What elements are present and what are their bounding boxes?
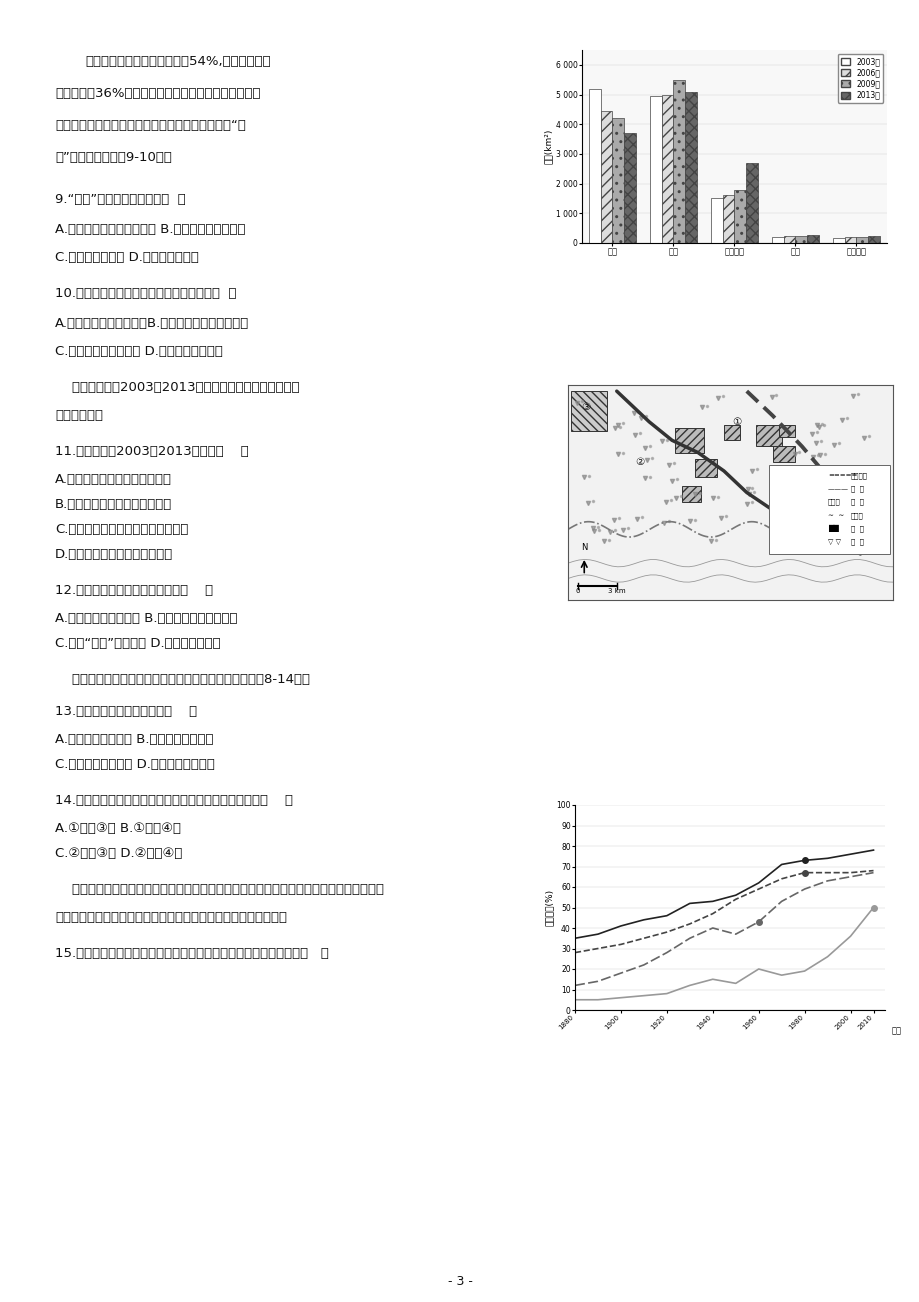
- Bar: [745, 163, 757, 243]
- Bar: [722, 195, 733, 243]
- Bar: [772, 447, 795, 462]
- Text: ▽ ▽: ▽ ▽: [827, 539, 840, 544]
- Text: 12.该市建设用地的变化可能导致（    ）: 12.该市建设用地的变化可能导致（ ）: [55, 585, 213, 598]
- Bar: [833, 238, 844, 243]
- Text: C.产业转移的影响 D.交通条件的改善: C.产业转移的影响 D.交通条件的改善: [55, 251, 199, 264]
- Text: A.①处和③处 B.①处和④处: A.①处和③处 B.①处和④处: [55, 822, 181, 835]
- Bar: [675, 428, 704, 453]
- Text: 林  地: 林 地: [850, 538, 863, 546]
- Bar: [685, 91, 696, 243]
- Y-axis label: 城镇化率(%): 城镇化率(%): [544, 889, 553, 926]
- Bar: [661, 95, 673, 243]
- Text: C.②处和③处 D.②处和④处: C.②处和③处 D.②处和④处: [55, 848, 182, 861]
- Text: 下图表示某关2003－2013年土地利用面积变化情况。完: 下图表示某关2003－2013年土地利用面积变化情况。完: [55, 381, 300, 395]
- Bar: [783, 236, 795, 243]
- Text: 镇化率仅为36%。这意味着两亿多进城农民工因户籍限: 镇化率仅为36%。这意味着两亿多进城农民工因户籍限: [55, 87, 260, 100]
- Bar: [723, 424, 740, 440]
- Text: 制等因素成了身在城市却难以享受市民待遇的特殊“两: 制等因素成了身在城市却难以享受市民待遇的特殊“两: [55, 118, 245, 132]
- Bar: [778, 424, 795, 437]
- Bar: [600, 111, 612, 243]
- Bar: [755, 424, 782, 447]
- Bar: [650, 96, 661, 243]
- Text: C.水土流失，未利用地面积持续增加: C.水土流失，未利用地面积持续增加: [55, 523, 188, 536]
- Text: 3 km: 3 km: [607, 589, 625, 594]
- Text: ██: ██: [827, 525, 838, 533]
- Text: A.有序放开城市落户限制B.解决农民工子女教育问题: A.有序放开城市落户限制B.解决农民工子女教育问题: [55, 316, 249, 329]
- Bar: [771, 237, 783, 243]
- Text: 高速公路: 高速公路: [850, 473, 867, 479]
- Text: 0: 0: [575, 589, 579, 594]
- Legend: 2003年, 2006年, 2009年, 2013年: 2003年, 2006年, 2009年, 2013年: [837, 53, 882, 103]
- Bar: [589, 89, 600, 243]
- Text: 14.该城市规划建设物流园区和化工园区，应分别安排在（    ）: 14.该城市规划建设物流园区和化工园区，应分别安排在（ ）: [55, 794, 292, 807]
- Text: D.城市扩张，耕地面积不断减少: D.城市扩张，耕地面积不断减少: [55, 548, 173, 561]
- Bar: [806, 236, 818, 243]
- Text: 10.缩小两个城镇化率差距的最有效措施是（  ）: 10.缩小两个城镇化率差距的最有效措施是（ ）: [55, 286, 236, 299]
- Text: C.保障两栖群体的收入 D.拓宽住房保障渠道: C.保障两栖群体的收入 D.拓宽住房保障渠道: [55, 345, 222, 358]
- Bar: [694, 458, 717, 477]
- Text: B.围湖造田，水域面积不断减少: B.围湖造田，水域面积不断减少: [55, 497, 172, 510]
- Text: 15.图中第一条高铁开始运营时，四个国家中乡村人口比重最小的为（   ）: 15.图中第一条高铁开始运营时，四个国家中乡村人口比重最小的为（ ）: [55, 947, 328, 960]
- Text: 点表示各国不同高铁线路开始运营的年份。读图，回答下面两题。: 点表示各国不同高铁线路开始运营的年份。读图，回答下面两题。: [55, 911, 287, 924]
- Text: ∼  ∼: ∼ ∼: [827, 512, 844, 518]
- Text: ④: ④: [806, 487, 815, 497]
- Text: N: N: [581, 543, 587, 552]
- Bar: [623, 133, 635, 243]
- Bar: [612, 118, 623, 243]
- Text: 9.“两栖”群体产生的原因是（  ）: 9.“两栖”群体产生的原因是（ ）: [55, 193, 186, 206]
- Text: 右图为某个组团式城市布局图，各城区分散布局。完成8-14题。: 右图为某个组团式城市布局图，各城区分散布局。完成8-14题。: [55, 673, 310, 686]
- Bar: [733, 190, 745, 243]
- Text: A.地表径流下渗量增加 B.居民平均通勤距离缩短: A.地表径流下渗量增加 B.居民平均通勤距离缩短: [55, 612, 237, 625]
- Text: 公  路: 公 路: [850, 486, 863, 492]
- Text: - 3 -: - 3 -: [447, 1275, 472, 1288]
- Text: C.城市“热岛”效应增强 D.生物多样性增加: C.城市“热岛”效应增强 D.生物多样性增加: [55, 637, 221, 650]
- Text: 等高线: 等高线: [850, 512, 863, 518]
- Text: C.加强各区之间联系 D.节省基础设施投资: C.加强各区之间联系 D.节省基础设施投资: [55, 758, 215, 771]
- Text: A.农村出现大量剩余劳动力 B.城乡经济发展的差距: A.农村出现大量剩余劳动力 B.城乡经济发展的差距: [55, 223, 245, 236]
- Text: 河  流: 河 流: [850, 499, 863, 505]
- Text: 栖”群体。据此完成9-10题。: 栖”群体。据此完成9-10题。: [55, 151, 172, 164]
- Text: 〜〜〜: 〜〜〜: [827, 499, 840, 505]
- Text: 城  区: 城 区: [850, 525, 863, 531]
- Bar: [710, 198, 722, 243]
- Bar: [868, 237, 879, 243]
- Y-axis label: 面积(km²): 面积(km²): [544, 129, 552, 164]
- Text: ①: ①: [732, 417, 741, 427]
- Text: =====: =====: [827, 473, 857, 479]
- Text: ③: ③: [581, 401, 590, 411]
- Text: A.退耕还林，林地面积持续增加: A.退耕还林，林地面积持续增加: [55, 473, 172, 486]
- Text: 成下列问题。: 成下列问题。: [55, 409, 103, 422]
- Bar: [673, 79, 685, 243]
- Text: ———: ———: [827, 486, 848, 492]
- Text: 年份: 年份: [891, 1026, 901, 1035]
- Bar: [571, 391, 607, 431]
- Bar: [844, 237, 856, 243]
- Bar: [795, 236, 806, 243]
- Text: A.缩短居民出行距离 B.改善城市生态环境: A.缩短居民出行距离 B.改善城市生态环境: [55, 733, 213, 746]
- Text: 我国常住人口城镇化率已达到54%,但户籍人口城: 我国常住人口城镇化率已达到54%,但户籍人口城: [85, 55, 270, 68]
- Bar: [681, 487, 700, 501]
- Text: 右图中的曲线示意中国、日本、意大利和法国四个国家的城镇化率变化情况，曲线上的圆: 右图中的曲线示意中国、日本、意大利和法国四个国家的城镇化率变化情况，曲线上的圆: [55, 883, 383, 896]
- Text: ②: ②: [634, 457, 643, 467]
- Text: 13.该城市的布局模式有利于（    ）: 13.该城市的布局模式有利于（ ）: [55, 704, 197, 717]
- Bar: [856, 237, 868, 243]
- Text: 11.据图推测，2003－2013年该市（    ）: 11.据图推测，2003－2013年该市（ ）: [55, 445, 248, 458]
- Bar: [768, 465, 889, 553]
